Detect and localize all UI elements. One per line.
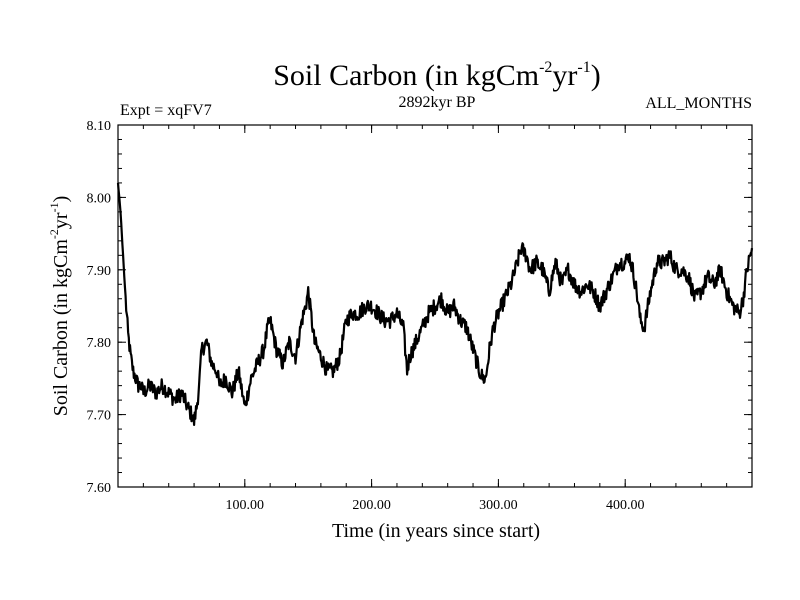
y-tick-label: 8.00 xyxy=(87,191,112,206)
y-axis: 7.60 7.70 7.80 7.90 8.00 8.10 xyxy=(87,119,752,496)
x-tick-label: 200.00 xyxy=(352,498,391,513)
y-tick-label: 7.80 xyxy=(87,336,112,351)
plot-frame xyxy=(117,124,753,488)
period-label: 2892kyr BP xyxy=(399,94,476,111)
chart-title: Soil Carbon (in kgCm-2yr-1) xyxy=(273,59,601,92)
experiment-label: Expt = xqFV7 xyxy=(120,102,212,119)
y-axis-label: Soil Carbon (in kgCm-2yr-1) xyxy=(47,196,72,417)
x-axis-label: Time (in years since start) xyxy=(332,520,540,542)
x-tick-label: 300.00 xyxy=(479,498,518,513)
y-tick-label: 8.10 xyxy=(87,119,112,134)
months-label: ALL_MONTHS xyxy=(645,95,752,112)
x-tick-label: 100.00 xyxy=(226,498,265,513)
x-tick-label: 400.00 xyxy=(606,498,645,513)
y-tick-label: 7.90 xyxy=(87,264,112,279)
y-tick-label: 7.70 xyxy=(87,409,112,424)
series-line-soil-carbon xyxy=(116,182,754,426)
x-axis: 100.00 200.00 300.00 400.00 xyxy=(142,125,728,513)
y-tick-label: 7.60 xyxy=(87,481,112,496)
